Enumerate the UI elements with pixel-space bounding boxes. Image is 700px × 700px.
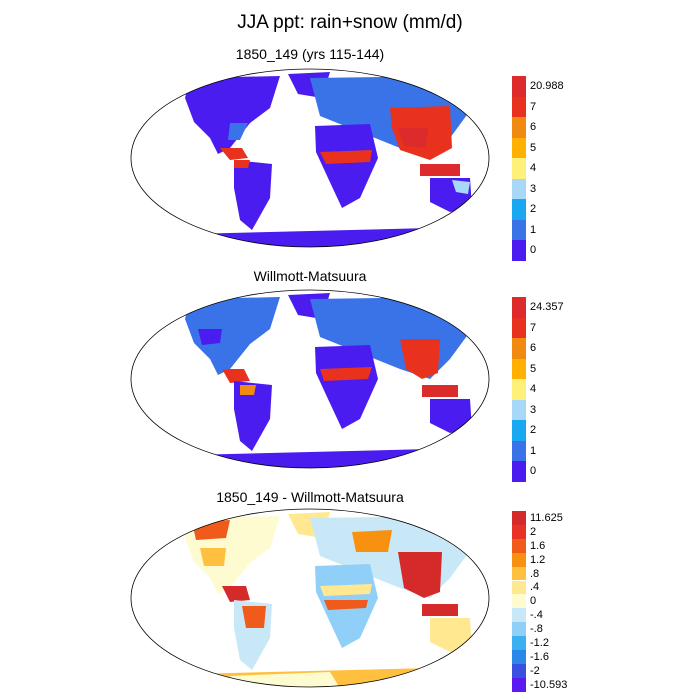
colorbar-label: -.4 [530, 609, 543, 622]
colorbar-box [512, 461, 526, 482]
colorbar-box [512, 636, 526, 650]
colorbar-label: 1.6 [530, 539, 546, 552]
colorbar-label: 6 [530, 342, 537, 355]
colorbar-box [512, 650, 526, 664]
colorbar-box [512, 379, 526, 400]
colorbar-label: 5 [530, 362, 537, 375]
colorbar-box [512, 158, 526, 179]
colorbar-label: -10.593 [530, 678, 568, 691]
colorbar-label: 4 [530, 383, 537, 396]
colorbar-label: 11.625 [530, 511, 563, 524]
panel-3-title: 1850_149 - Willmott-Matsuura [216, 489, 404, 505]
colorbar-label: -2 [530, 664, 540, 677]
colorbar-box [512, 76, 526, 97]
colorbar-box [512, 399, 526, 420]
colorbar-label: 24.357 [530, 301, 564, 314]
colorbar-box [512, 358, 526, 379]
panel-2-title: Willmott-Matsuura [253, 268, 367, 284]
colorbar-box [512, 219, 526, 240]
colorbar-label: .4 [530, 581, 540, 594]
colorbar-label: 2 [530, 424, 537, 437]
colorbar-box [512, 594, 526, 609]
colorbar-label: 6 [530, 121, 537, 134]
colorbar-label: 5 [530, 141, 537, 154]
colorbar-label: -1.6 [530, 650, 549, 663]
colorbar-box [512, 511, 526, 525]
colorbar-label: 0 [530, 244, 537, 257]
colorbar-box [512, 420, 526, 441]
panel-1-title: 1850_149 (yrs 115-144) [235, 46, 385, 62]
colorbar-label: -.8 [530, 623, 543, 636]
colorbar-label: 3 [530, 182, 537, 195]
colorbar-box [512, 552, 526, 567]
colorbar-box [512, 622, 526, 637]
colorbar-box [512, 178, 526, 199]
figure-title: JJA ppt: rain+snow (mm/d) [237, 12, 463, 33]
panel-2-map [130, 289, 490, 469]
colorbar-box [512, 677, 526, 692]
colorbar-label: 0 [530, 465, 537, 478]
colorbar-box [512, 317, 526, 338]
colorbar-box [512, 199, 526, 220]
colorbar-label: 3 [530, 403, 537, 416]
colorbar-box [512, 117, 526, 138]
colorbar-label: 1 [530, 444, 537, 457]
colorbar-label: 0 [530, 595, 537, 608]
colorbar-box [512, 524, 526, 539]
colorbar-box [512, 663, 526, 678]
colorbar-label: 7 [530, 100, 537, 113]
colorbar-label: 1 [530, 223, 537, 236]
colorbar-label: .8 [530, 567, 540, 580]
colorbar-box [512, 137, 526, 158]
colorbar-label: 1.2 [530, 553, 546, 566]
colorbar-label: 7 [530, 321, 537, 334]
colorbar-box [512, 440, 526, 461]
colorbar-label: 2 [530, 525, 537, 538]
colorbar-box [512, 566, 526, 581]
colorbar-label: 4 [530, 162, 537, 175]
colorbar-box [512, 608, 526, 623]
colorbar-box [512, 580, 526, 595]
colorbar-label: -1.2 [530, 637, 549, 650]
colorbar-box [512, 96, 526, 117]
colorbar-box [512, 240, 526, 261]
panel-3-map [130, 508, 490, 688]
colorbar-box [512, 338, 526, 359]
colorbar-label: 20.988 [530, 80, 564, 93]
panel-1-map [130, 68, 490, 248]
colorbar-box [512, 297, 526, 318]
colorbar-label: 2 [530, 203, 537, 216]
colorbar-box [512, 538, 526, 553]
